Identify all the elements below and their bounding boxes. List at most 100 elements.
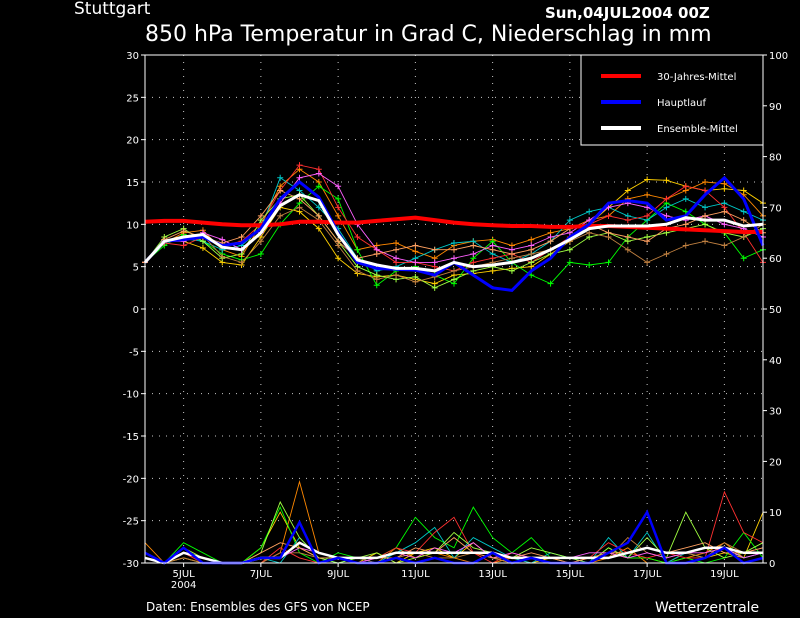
temp-point-member-8	[315, 170, 322, 177]
temp-point-member-7	[277, 212, 284, 219]
plot-frame	[144, 54, 764, 564]
chart-title: 850 hPa Temperatur in Grad C, Niederschl…	[145, 22, 712, 47]
y-tick-label: 30	[126, 51, 139, 62]
temp-point-member-7	[663, 250, 670, 257]
temp-point-member-7	[740, 234, 747, 241]
temp-point-member-9	[257, 212, 264, 219]
temp-line-30-jahres-mittel	[144, 215, 763, 234]
temp-point-member-1	[721, 180, 728, 187]
data-source: Daten: Ensembles des GFS von NCEP	[146, 600, 370, 614]
temp-point-member-7	[296, 204, 303, 211]
y-right-tick-label: 0	[769, 559, 775, 570]
y-tick-label: 20	[126, 136, 139, 147]
temp-point-member-8	[663, 212, 670, 219]
y-tick-label: -15	[123, 432, 139, 443]
x-tick-label: 17JUL	[633, 569, 662, 580]
x-tick-label: 19JUL	[710, 569, 739, 580]
temp-point-member-4	[566, 217, 573, 224]
temp-point-member-3	[605, 259, 612, 266]
y-right-tick-label: 10	[769, 508, 782, 519]
temp-point-member-6	[431, 284, 438, 291]
temp-point-member-9	[508, 250, 515, 257]
temp-point-member-8	[393, 255, 400, 262]
temp-point-member-7	[682, 242, 689, 249]
y-tick-label: -5	[129, 347, 139, 358]
x-tick-label: 5JUL	[173, 569, 196, 580]
x-tick-label: 13JUL	[478, 569, 507, 580]
legend-climate-label: 30-Jahres-Mittel	[657, 72, 736, 83]
temp-point-member-9	[277, 187, 284, 194]
temp-point-member-4	[702, 204, 709, 211]
temp-point-member-5	[682, 183, 689, 190]
temp-point-member-8	[721, 221, 728, 228]
temp-point-member-7	[644, 259, 651, 266]
temp-point-member-8	[412, 259, 419, 266]
y-tick-label: -20	[123, 474, 139, 485]
temp-point-member-6	[528, 259, 535, 266]
y-right-tick-label: 90	[769, 102, 782, 113]
temp-point-member-3	[257, 250, 264, 257]
temp-point-member-4	[277, 174, 284, 181]
temp-point-member-9	[451, 246, 457, 253]
temp-point-member-4	[740, 208, 747, 215]
legend-mean-label: Ensemble-Mittel	[657, 124, 738, 135]
temp-point-member-9	[180, 228, 187, 235]
temp-point-member-9	[682, 221, 689, 228]
temp-point-member-7	[412, 278, 419, 285]
temp-point-member-3	[373, 282, 380, 289]
temp-point-member-7	[354, 267, 361, 274]
temp-point-member-9	[431, 246, 438, 253]
temp-point-member-7	[219, 253, 226, 260]
y-right-tick-label: 70	[769, 203, 782, 214]
temp-point-member-2	[199, 245, 206, 252]
temp-point-member-9	[393, 246, 400, 253]
temp-point-member-8	[644, 204, 651, 211]
temp-point-member-9	[702, 212, 709, 219]
temp-point-member-1	[528, 236, 535, 243]
temp-point-member-7	[586, 229, 593, 236]
x-tick-label: 9JUL	[327, 569, 350, 580]
temp-point-member-5	[624, 217, 631, 224]
y-right-tick-label: 20	[769, 457, 782, 468]
x-tick-sublabel: 2004	[171, 580, 196, 591]
temp-point-member-8	[335, 183, 342, 190]
legend: 30-Jahres-Mittel Hauptlauf Ensemble-Mitt…	[580, 54, 764, 146]
temp-point-member-4	[586, 208, 593, 215]
temp-point-member-8	[431, 259, 438, 266]
temp-point-member-8	[451, 255, 457, 262]
temp-point-member-2	[335, 255, 342, 262]
temp-point-member-8	[296, 174, 303, 181]
temp-point-member-1	[702, 179, 709, 185]
temp-point-member-2	[624, 187, 631, 194]
temp-point-member-9	[644, 238, 651, 245]
temp-point-member-9	[547, 238, 554, 245]
y-tick-label: -10	[123, 390, 139, 401]
y-tick-label: 0	[133, 305, 139, 316]
temp-point-member-5	[605, 212, 612, 219]
location-label: Stuttgart	[74, 0, 151, 19]
y-tick-label: -30	[123, 559, 139, 570]
y-right-tick-label: 30	[769, 407, 782, 418]
temp-point-member-2	[721, 185, 728, 192]
x-tick-label: 11JUL	[401, 569, 430, 580]
temp-point-member-7	[702, 238, 709, 245]
temp-point-member-2	[315, 225, 322, 232]
temp-point-member-4	[451, 239, 457, 246]
temp-point-member-9	[335, 238, 342, 245]
temp-point-member-9	[238, 234, 245, 241]
temp-point-member-3	[354, 246, 361, 253]
temp-point-member-6	[508, 267, 515, 274]
temp-point-member-6	[566, 246, 573, 253]
temp-point-member-7	[624, 246, 631, 253]
temp-point-member-7	[238, 259, 245, 266]
temp-point-member-1	[412, 248, 419, 255]
temp-point-member-9	[373, 250, 380, 257]
y-tick-label: 5	[133, 263, 139, 274]
temp-point-member-5	[644, 212, 651, 219]
y-tick-label: 15	[126, 178, 139, 189]
temp-point-member-9	[624, 234, 631, 241]
temp-point-member-5	[663, 195, 670, 202]
x-tick-label: 7JUL	[250, 569, 273, 580]
